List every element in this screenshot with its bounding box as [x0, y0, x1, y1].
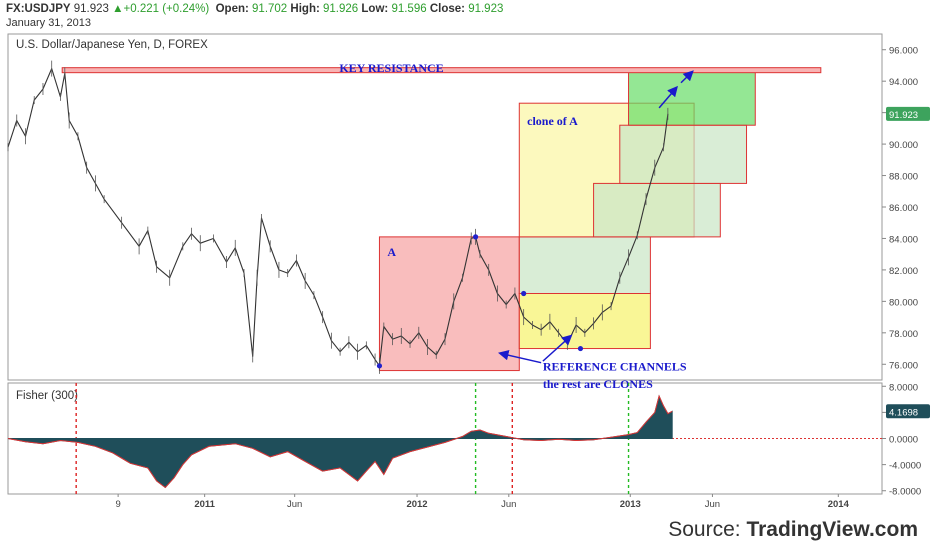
x-tick-label: 2012 [406, 499, 427, 510]
open-value: 91.702 [252, 3, 288, 15]
channel-box-clone-green-1 [518, 236, 651, 295]
main-y-tick-label: 82.000 [889, 266, 918, 277]
pivot-point [376, 363, 383, 369]
channel-box-A [378, 236, 520, 372]
bar-date: January 31, 2013 [6, 17, 92, 29]
source-label: Source: [668, 518, 741, 541]
source-credit: Source: TradingView.com [668, 518, 918, 542]
main-chart-title: U.S. Dollar/Japanese Yen, D, FOREX [16, 39, 208, 51]
key-resistance-bar [61, 67, 822, 74]
arrow-up-1 [658, 85, 678, 109]
channel-box-clone-green-3 [619, 124, 748, 184]
arrow-to-yellow-box [542, 334, 573, 362]
low-value: 91.596 [391, 3, 427, 15]
symbol-name[interactable]: FX:USDJPY [6, 3, 71, 15]
open-label: Open: [215, 3, 249, 15]
last-price: 91.923 [73, 3, 109, 15]
last-price-tag [886, 106, 930, 121]
fisher-y-tick-label: -8.0000 [889, 487, 921, 498]
box-a-label: A [387, 245, 396, 259]
channel-box-clone-green-2 [593, 182, 721, 238]
clone-of-a-label: clone of A [527, 114, 578, 128]
x-tick-label: Jun [501, 499, 516, 510]
main-y-tick-label: 86.000 [889, 203, 918, 214]
arrow-to-box-a [498, 350, 542, 364]
x-tick-label: 2014 [828, 499, 850, 510]
reference-channels [378, 71, 756, 372]
reference-clones-label: the rest are CLONES [543, 377, 653, 391]
close-label: Close: [429, 3, 465, 15]
fisher-y-tick-label: 0.0000 [889, 435, 918, 446]
x-tick-label: 9 [115, 499, 120, 510]
fisher-y-tick-label: -4.0000 [889, 461, 921, 472]
main-y-tick-label: 96.000 [889, 46, 918, 57]
main-y-tick-label: 94.000 [889, 77, 918, 88]
close-value: 91.923 [468, 3, 504, 15]
x-tick-label: Jun [705, 499, 720, 510]
fisher-title: Fisher (300) [16, 390, 78, 402]
pivot-point [521, 290, 527, 297]
price-change: +0.221 (+0.24%) [123, 3, 210, 15]
change-arrow-icon: ▲ [112, 3, 124, 15]
symbol-header: FX:USDJPY 91.923 ▲+0.221 (+0.24%) Open: … [6, 3, 503, 15]
main-y-tick-label: 90.000 [889, 140, 918, 151]
fisher-value-tag [886, 404, 930, 419]
high-value: 91.926 [323, 3, 359, 15]
key-resistance-label: KEY RESISTANCE [339, 61, 443, 75]
fisher-value-tag-label: 4.1698 [889, 407, 918, 418]
main-y-tick-label: 78.000 [889, 329, 918, 340]
reference-channels-label: REFERENCE CHANNELS [543, 360, 687, 374]
fisher-signal-line [7, 394, 673, 489]
last-price-tag-label: 91.923 [889, 110, 918, 121]
high-label: High: [290, 3, 320, 15]
channel-box-clone-yellow-small [518, 293, 651, 350]
pivot-point [577, 345, 584, 352]
low-label: Low: [361, 3, 389, 15]
main-y-tick-label: 80.000 [889, 297, 918, 308]
channel-box-clone-green-4 [628, 71, 756, 126]
arrow-up-2 [680, 70, 694, 84]
x-tick-label: 2011 [194, 499, 215, 510]
pivot-point [472, 234, 479, 240]
x-tick-label: 2013 [620, 499, 641, 510]
x-tick-label: Jun [287, 499, 302, 510]
main-y-tick-label: 88.000 [889, 172, 918, 183]
main-y-tick-label: 84.000 [889, 234, 918, 245]
main-y-tick-label: 76.000 [889, 360, 918, 371]
fisher-y-tick-label: 8.0000 [889, 382, 918, 393]
source-brand[interactable]: TradingView.com [746, 518, 918, 541]
